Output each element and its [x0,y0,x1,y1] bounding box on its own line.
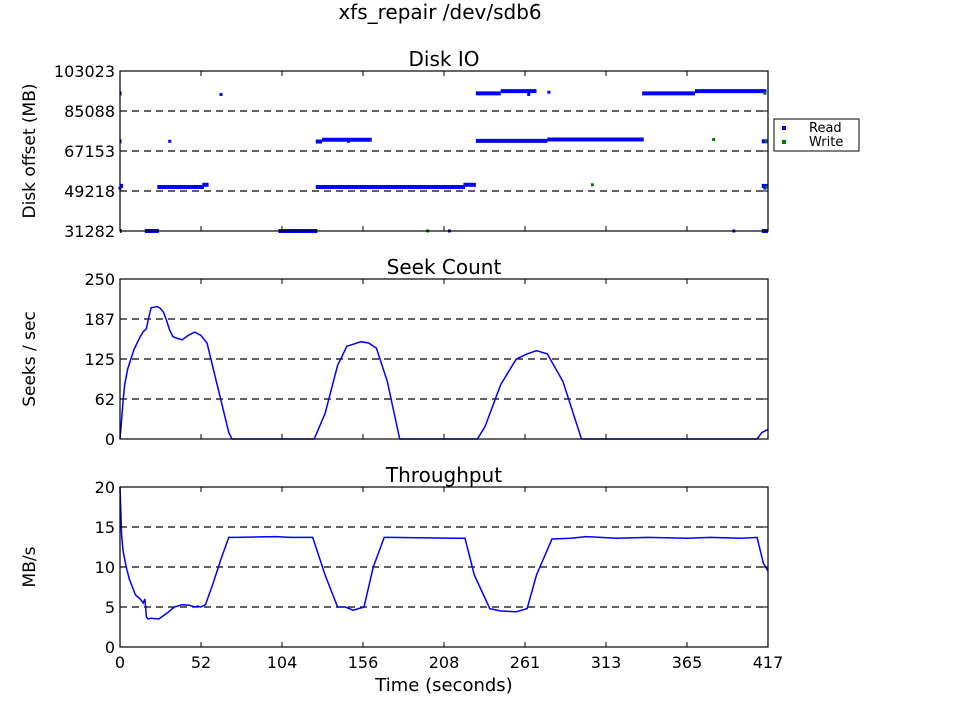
y-axis-label: MB/s [20,546,40,587]
data-point-read [168,139,172,143]
figure-title: xfs_repair /dev/sdb6 [338,0,541,24]
y-tick-label: 49218 [64,182,115,201]
x-tick-label: 52 [191,653,211,672]
legend-label-read: Read [809,121,842,136]
chart-panel-3: 0 52 104 156 208 261 313 365 417 0 5 10 15 20 Throughp… [20,463,783,672]
y-tick-label: 103023 [54,62,115,81]
x-tick-label: 365 [672,653,703,672]
chart-title: Throughput [385,463,502,487]
y-tick-label: 85088 [64,102,115,121]
x-tick-label: 104 [267,653,298,672]
legend-marker-write [782,140,786,144]
data-point-write [590,183,594,187]
series-line [119,486,769,620]
chart-title: Seek Count [387,255,502,279]
y-tick-label: 10 [95,558,115,577]
x-tick-label: 261 [510,653,541,672]
x-tick-label: 313 [591,653,622,672]
legend-marker-read [782,126,786,130]
y-axis-label: Disk offset (MB) [20,83,40,218]
data-point-read [346,139,350,143]
data-point-read [763,186,767,190]
y-axis-label: Seeks / sec [20,311,40,407]
x-tick-label: 0 [115,653,125,672]
y-tick-label: 0 [105,430,115,449]
y-tick-label: 20 [95,478,115,497]
y-tick-label: 250 [84,270,115,289]
y-tick-label: 0 [105,638,115,657]
legend-label-write: Write [809,135,843,150]
chart-panel-1: 31282 49218 67153 85088 103023 Disk IO Disk of… [20,47,769,241]
y-tick-label: 31282 [64,222,115,241]
y-tick-label: 15 [95,518,115,537]
y-tick-label: 5 [105,598,115,617]
data-point-write [763,91,767,95]
data-point-read [219,92,223,96]
data-point-read [547,90,551,94]
data-point-write [712,138,716,142]
y-tick-label: 125 [84,350,115,369]
data-point-read [527,92,531,96]
y-tick-label: 187 [84,310,115,329]
x-tick-label: 417 [753,653,784,672]
x-tick-label: 208 [429,653,460,672]
chart-title: Disk IO [409,47,480,71]
chart-panel-2: 0 62 125 187 250 Seek Count Seeks / sec [20,255,769,449]
series-line [119,305,769,440]
data-point-write [764,185,768,189]
y-tick-label: 67153 [64,142,115,161]
legend-box [773,118,860,152]
y-tick-label: 62 [95,390,115,409]
data-point-write [764,139,768,143]
x-axis-label: Time (seconds) [374,675,512,696]
x-tick-label: 156 [348,653,379,672]
